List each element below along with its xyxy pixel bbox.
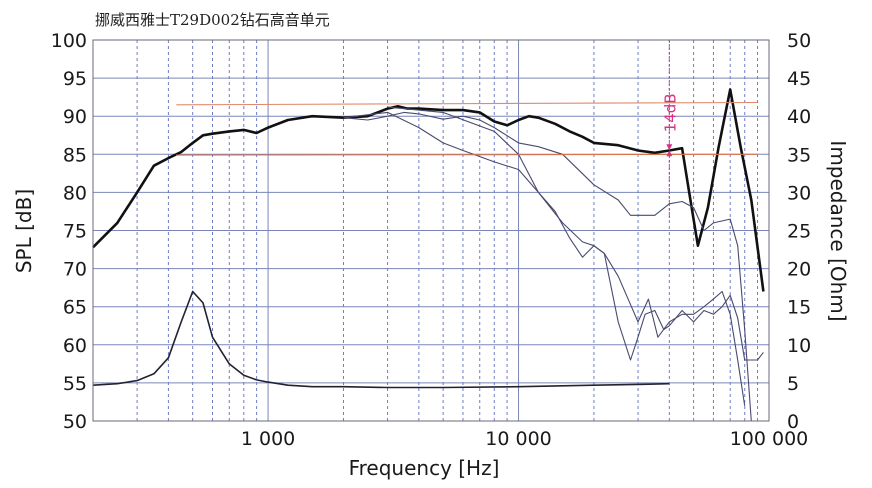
y-axis-left-ticks: 100 95 90 85 80 75 70 65 60 55 50 xyxy=(51,30,87,433)
y-left-tick-label: 95 xyxy=(63,68,87,90)
y-left-tick-label: 50 xyxy=(63,411,87,433)
x-tick-label: 100 000 xyxy=(730,428,809,450)
x-axis-label: Frequency [Hz] xyxy=(349,456,500,480)
y-right-tick-label: 0 xyxy=(787,411,799,433)
y-left-tick-label: 80 xyxy=(63,182,87,204)
series-layer xyxy=(92,88,765,422)
chart-title: 挪威西雅士T29D002钻石高音单元 xyxy=(95,11,330,29)
series-line-7 xyxy=(176,153,758,156)
y-left-tick-label: 90 xyxy=(63,106,87,128)
y-axis-right-label: Impedance [Ohm] xyxy=(826,140,850,321)
y-right-tick-label: 15 xyxy=(787,297,811,319)
y-right-tick-label: 5 xyxy=(787,373,799,395)
annotation-layer: 14dB xyxy=(661,40,679,220)
x-tick-label: 10 000 xyxy=(485,428,551,450)
y-right-tick-label: 45 xyxy=(787,68,811,90)
y-right-tick-label: 35 xyxy=(787,144,811,166)
annotation-arrow-icon xyxy=(666,144,673,151)
y-right-tick-label: 30 xyxy=(787,182,811,204)
annotation-label: 14dB xyxy=(661,93,679,132)
y-left-tick-label: 85 xyxy=(63,144,87,166)
x-tick-label: 1 000 xyxy=(241,428,295,450)
series-line-2 xyxy=(343,111,752,422)
plot-frame xyxy=(92,39,770,422)
series-line-5 xyxy=(92,290,670,389)
y-left-tick-label: 70 xyxy=(63,259,87,281)
annotation-arrow-icon xyxy=(666,150,673,157)
y-right-tick-label: 25 xyxy=(787,221,811,243)
series-line-4 xyxy=(387,106,764,361)
y-right-tick-label: 20 xyxy=(787,259,811,281)
y-right-tick-label: 50 xyxy=(787,30,811,52)
y-left-tick-label: 60 xyxy=(63,335,87,357)
series-line-6 xyxy=(176,101,758,106)
y-left-tick-label: 65 xyxy=(63,297,87,319)
y-left-tick-label: 55 xyxy=(63,373,87,395)
x-axis-ticks: 1 000 10 000 100 000 xyxy=(241,428,808,450)
y-axis-left-label: SPL [dB] xyxy=(12,189,36,273)
series-line-1 xyxy=(92,88,765,292)
y-right-tick-label: 10 xyxy=(787,335,811,357)
series-line-3 xyxy=(343,111,746,406)
y-right-tick-label: 40 xyxy=(787,106,811,128)
y-left-tick-label: 100 xyxy=(51,30,87,52)
y-left-tick-label: 75 xyxy=(63,221,87,243)
